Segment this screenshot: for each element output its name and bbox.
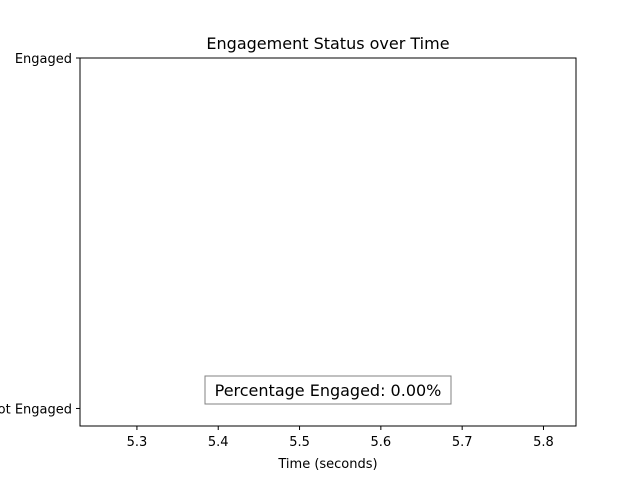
annotation-frame [204, 375, 452, 405]
annotation-box: Percentage Engaged: 0.00% [204, 375, 452, 405]
x-tick-label: 5.3 [127, 435, 148, 450]
x-tick-label: 5.6 [371, 435, 392, 450]
y-tick-label: Engaged [15, 52, 72, 67]
plot-frame [79, 57, 577, 427]
x-tick-label: 5.7 [452, 435, 473, 450]
percentage-engaged-annotation: Percentage Engaged: 0.00% [215, 381, 442, 400]
x-tick-label: 5.8 [533, 435, 554, 450]
x-axis-ticks: 5.3 5.4 5.5 5.6 5.7 5.8 [127, 426, 554, 450]
y-axis-ticks: Not Engaged Engaged [0, 52, 80, 417]
y-tick-label: Not Engaged [0, 402, 72, 417]
x-tick-label: 5.5 [289, 435, 310, 450]
x-axis-label: Time (seconds) [277, 457, 377, 472]
x-tick-label: 5.4 [208, 435, 229, 450]
chart-title: Engagement Status over Time [206, 34, 449, 53]
